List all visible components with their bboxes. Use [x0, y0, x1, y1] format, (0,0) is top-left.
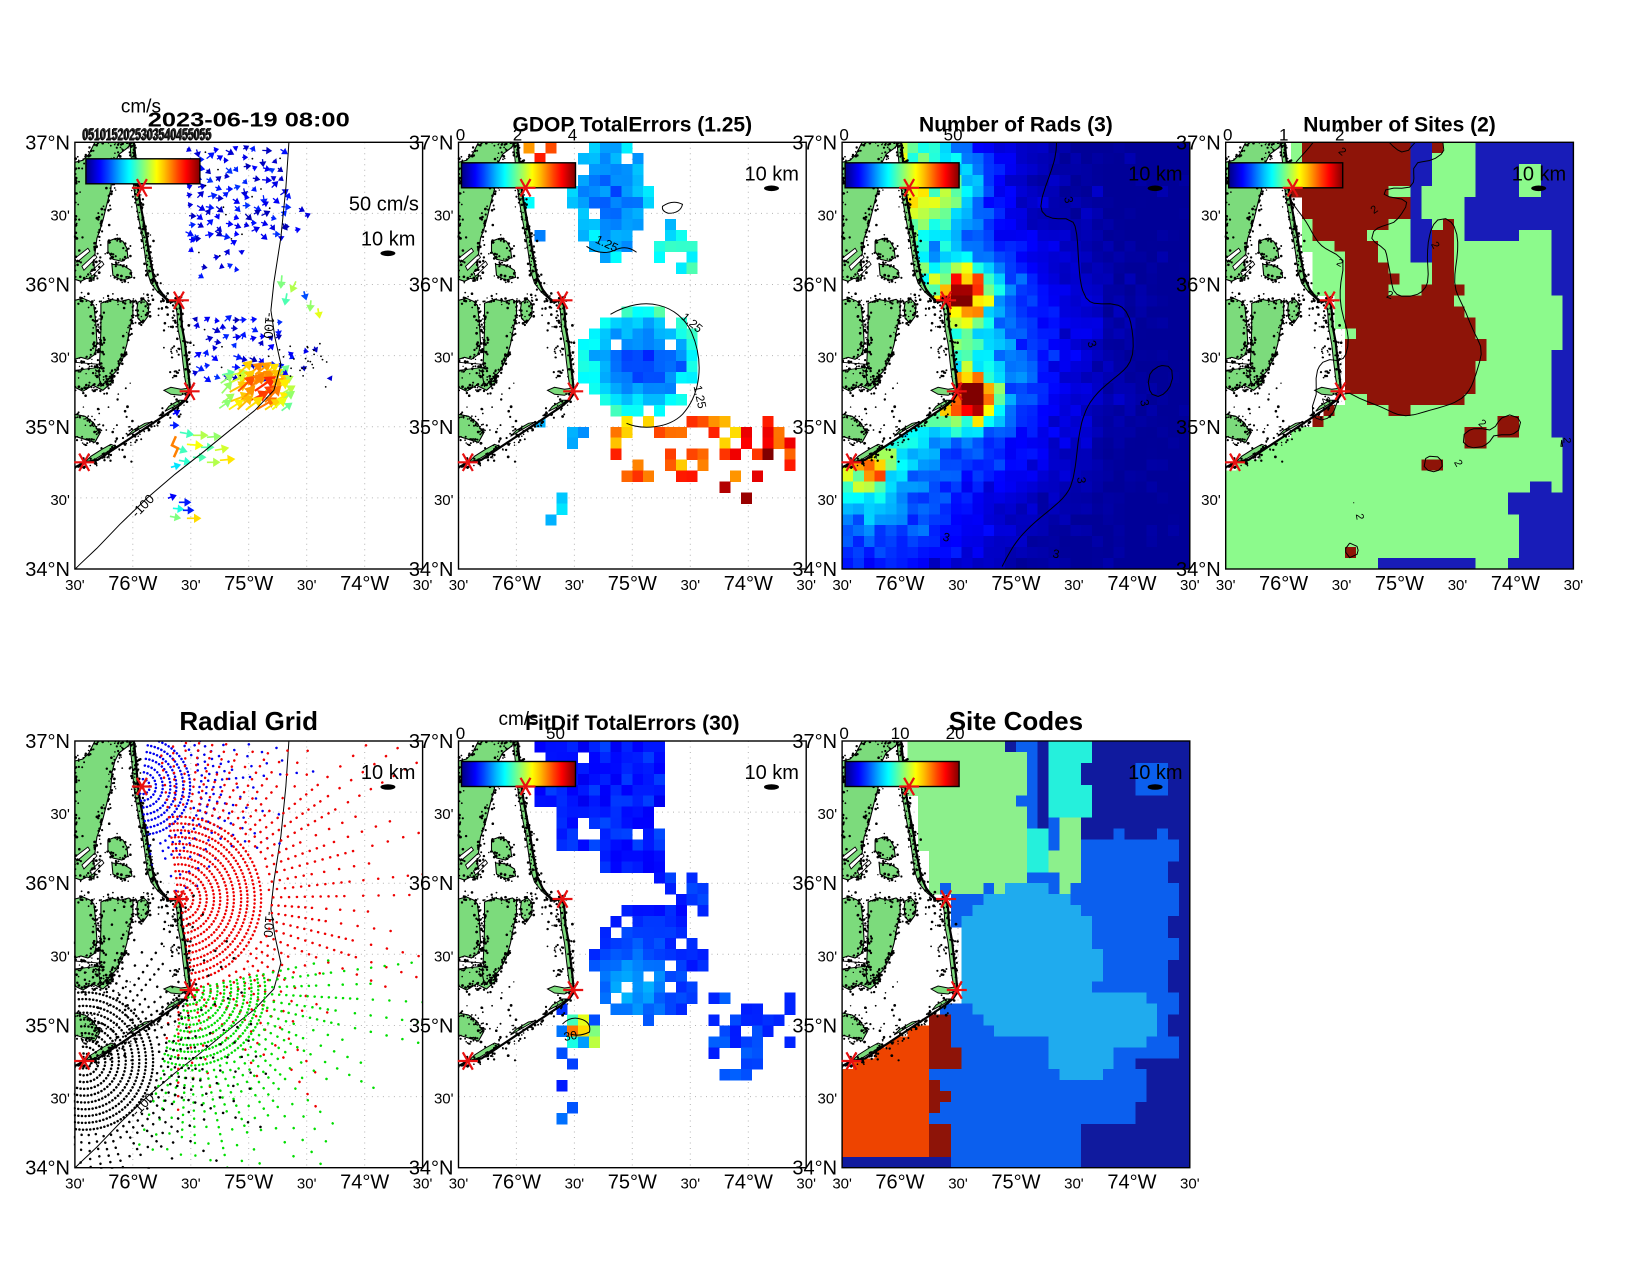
- svg-text:10 km: 10 km: [745, 762, 799, 784]
- svg-text:Site Codes: Site Codes: [949, 706, 1083, 736]
- svg-text:2: 2: [1561, 437, 1573, 443]
- svg-text:4: 4: [568, 125, 577, 144]
- svg-text:cm/s: cm/s: [498, 709, 538, 730]
- svg-text:0: 0: [1223, 125, 1232, 144]
- svg-text:10 km: 10 km: [745, 163, 799, 185]
- svg-text:50 cm/s: 50 cm/s: [349, 193, 419, 215]
- svg-text:Number of Sites (2): Number of Sites (2): [1303, 113, 1496, 136]
- svg-text:0: 0: [456, 724, 465, 743]
- svg-text:0: 0: [456, 125, 465, 144]
- svg-text:1.25: 1.25: [691, 384, 710, 410]
- svg-text:Radial Grid: Radial Grid: [179, 706, 318, 736]
- svg-text:10: 10: [891, 724, 910, 743]
- svg-text:20: 20: [946, 724, 965, 743]
- svg-text:10 km: 10 km: [1512, 163, 1566, 185]
- svg-text:2: 2: [1335, 125, 1344, 144]
- svg-text:cm/s: cm/s: [121, 96, 161, 117]
- svg-text:10 km: 10 km: [361, 762, 415, 784]
- svg-text:50: 50: [944, 125, 963, 144]
- svg-text:10 km: 10 km: [1128, 163, 1182, 185]
- svg-text:30: 30: [563, 1028, 579, 1044]
- svg-text:GDOP TotalErrors (1.25): GDOP TotalErrors (1.25): [512, 113, 752, 136]
- svg-text:0: 0: [839, 125, 848, 144]
- svg-text:50: 50: [546, 724, 565, 743]
- svg-text:1: 1: [1279, 125, 1288, 144]
- svg-text:2: 2: [513, 125, 522, 144]
- svg-text:10 km: 10 km: [1128, 762, 1182, 784]
- svg-text:0510152025303540455055: 0510152025303540455055: [83, 124, 212, 143]
- svg-text:10 km: 10 km: [361, 228, 415, 250]
- svg-text:0: 0: [839, 724, 848, 743]
